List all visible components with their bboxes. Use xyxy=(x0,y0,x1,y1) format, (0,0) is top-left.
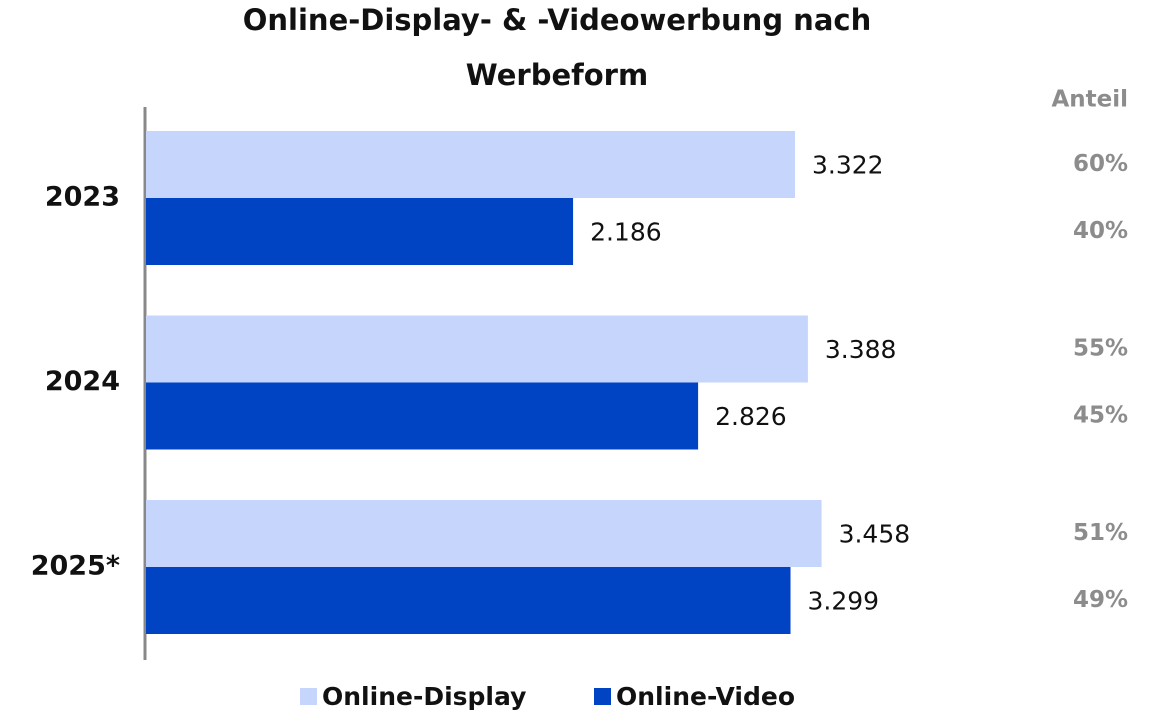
value-label: 2.186 xyxy=(590,218,662,247)
y-tick-label: 2024 xyxy=(45,366,120,397)
bar xyxy=(146,131,795,198)
share-label: 45% xyxy=(1073,403,1128,429)
value-label: 3.322 xyxy=(812,151,884,180)
share-label: 55% xyxy=(1073,336,1128,362)
y-tick-label: 2023 xyxy=(45,182,120,213)
share-label: 49% xyxy=(1073,587,1128,613)
bar xyxy=(146,567,791,634)
y-tick-label: 2025* xyxy=(31,551,120,582)
bar xyxy=(146,315,808,383)
share-label: 51% xyxy=(1073,520,1128,546)
chart-title: Werbeform xyxy=(466,58,648,92)
legend-label: Online-Video xyxy=(616,682,795,711)
bar xyxy=(146,382,699,450)
legend-swatch xyxy=(594,688,611,705)
value-label: 3.458 xyxy=(839,520,911,549)
bar xyxy=(146,198,574,265)
share-label: 60% xyxy=(1073,151,1128,177)
value-label: 3.299 xyxy=(808,587,880,616)
value-label: 2.826 xyxy=(715,402,787,431)
bar xyxy=(146,500,822,567)
share-label: 40% xyxy=(1073,218,1128,244)
legend-label: Online-Display xyxy=(322,682,526,711)
value-label: 3.388 xyxy=(825,335,897,364)
share-header: Anteil xyxy=(1051,87,1128,113)
legend-swatch xyxy=(300,688,317,705)
chart-title: Online-Display- & -Videowerbung nach xyxy=(243,3,871,37)
